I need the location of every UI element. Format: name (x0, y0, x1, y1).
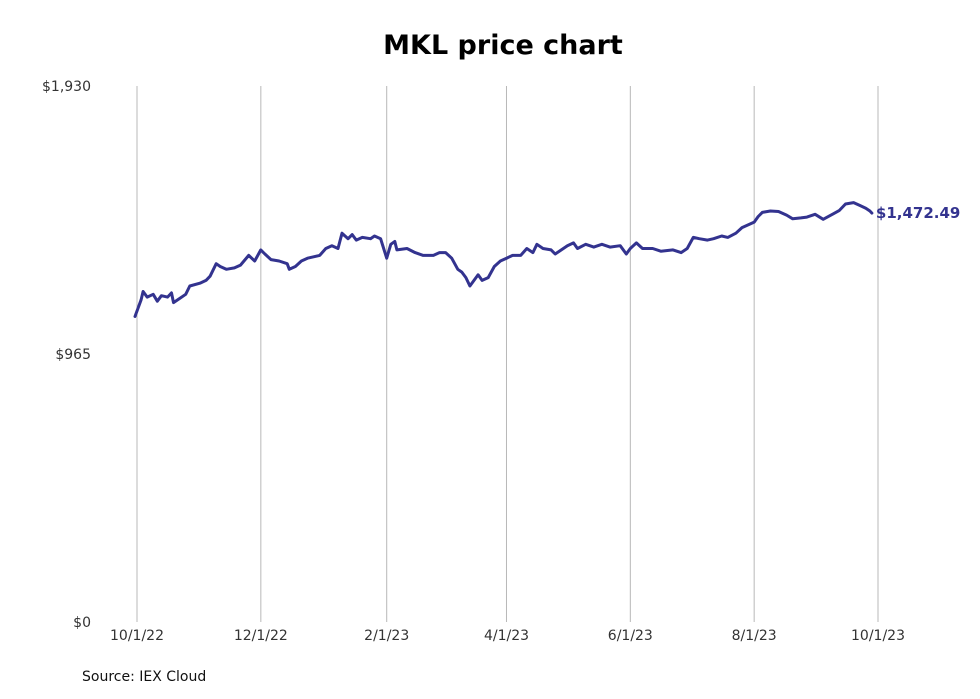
grid-lines (136, 86, 879, 622)
x-tick-label: 6/1/23 (608, 628, 653, 644)
y-tick-label: $0 (73, 615, 91, 631)
source-note: Source: IEX Cloud (82, 669, 207, 685)
price-line (133, 201, 874, 318)
chart-title: MKL price chart (383, 30, 623, 61)
x-tick-label: 4/1/23 (484, 628, 529, 644)
y-tick-label: $1,930 (42, 79, 91, 95)
last-price-label: $1,472.49 (876, 204, 960, 222)
x-axis: 10/1/22 12/1/22 2/1/23 4/1/23 6/1/23 8/1/23 10… (110, 628, 905, 644)
x-tick-label: 2/1/23 (364, 628, 409, 644)
price-series: $1,472.49 (133, 201, 960, 318)
x-tick-label: 12/1/22 (234, 628, 288, 644)
y-tick-label: $965 (55, 347, 91, 363)
x-tick-label: 10/1/22 (110, 628, 164, 644)
x-tick-label: 10/1/23 (851, 628, 905, 644)
y-axis: $1,930 $965 $0 (42, 79, 91, 631)
x-tick-label: 8/1/23 (732, 628, 777, 644)
